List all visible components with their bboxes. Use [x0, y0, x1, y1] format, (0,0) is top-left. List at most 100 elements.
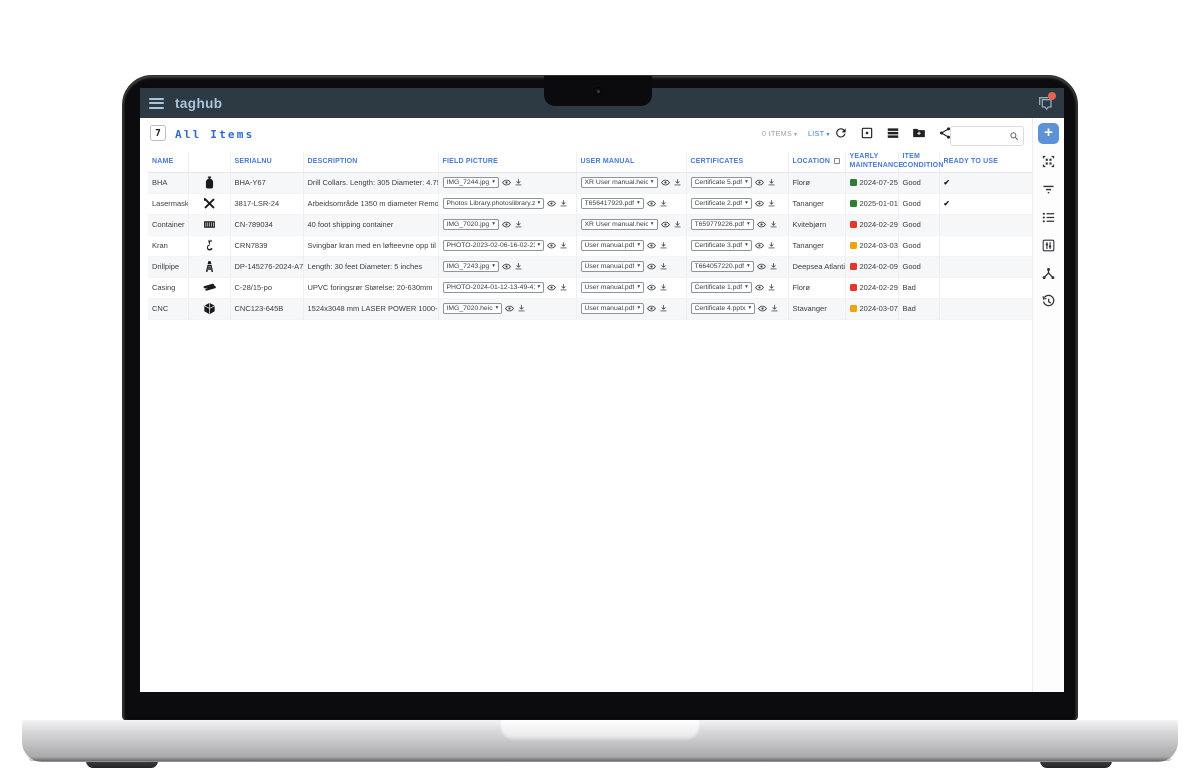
download-icon[interactable]	[514, 220, 523, 229]
certificate-dropdown[interactable]: T664057220.pdf ▾	[690, 261, 754, 272]
field-picture-dropdown[interactable]: PHOTO-2024-01-12-13-49-41.jpg▾	[442, 282, 545, 293]
download-icon[interactable]	[559, 199, 568, 208]
eye-icon[interactable]	[547, 199, 557, 208]
download-icon[interactable]	[559, 283, 568, 292]
refresh-icon[interactable]	[834, 126, 848, 140]
eye-icon[interactable]	[754, 283, 764, 292]
eye-icon[interactable]	[758, 304, 768, 313]
add-item-button[interactable]: +	[1038, 123, 1059, 144]
eye-icon[interactable]	[547, 241, 557, 250]
chevron-down-icon: ▾	[745, 199, 748, 206]
eye-icon[interactable]	[505, 304, 515, 313]
view-mode-dropdown[interactable]: LIST ▾	[808, 131, 830, 138]
field-picture-dropdown[interactable]: Photos Library.photoslibrary.zip ▾	[442, 198, 545, 209]
download-icon[interactable]	[659, 283, 668, 292]
download-icon[interactable]	[673, 220, 682, 229]
rows-icon[interactable]	[886, 126, 900, 140]
download-icon[interactable]	[769, 220, 778, 229]
certificate-dropdown[interactable]: T659779226.pdf ▾	[690, 219, 754, 230]
eye-icon[interactable]	[754, 241, 764, 250]
eye-icon[interactable]	[660, 178, 670, 187]
table-row[interactable]: Drillpipe DP-145276-2024-A78XLength: 30 f…	[148, 256, 1032, 278]
notifications-icon[interactable]	[1037, 92, 1056, 111]
eye-icon[interactable]	[502, 220, 511, 229]
hierarchy-icon[interactable]	[1041, 266, 1056, 281]
eye-icon[interactable]	[647, 262, 657, 271]
download-icon[interactable]	[767, 241, 776, 250]
hamburger-icon[interactable]	[149, 97, 164, 109]
column-header-location[interactable]: LOCATION	[788, 152, 846, 173]
user-manual-dropdown[interactable]: XR User manual.heic ▾	[580, 219, 658, 230]
user-manual-dropdown[interactable]: User manual.pdf ▾	[580, 282, 645, 293]
user-manual-dropdown[interactable]: User manual.pdf ▾	[580, 303, 645, 314]
download-icon[interactable]	[514, 262, 523, 271]
user-manual-dropdown[interactable]: User manual.pdf ▾	[580, 240, 645, 251]
column-header-icon[interactable]	[188, 152, 231, 173]
download-icon[interactable]	[514, 178, 523, 187]
column-header-field-picture[interactable]: FIELD PICTURE	[438, 152, 577, 173]
certificate-dropdown[interactable]: Certificate 4.pptx ▾	[690, 303, 756, 314]
certificate-dropdown[interactable]: Certificate 1.pdf ▾	[690, 282, 752, 293]
table-row[interactable]: Container CN-789034 40 foot shipping conta…	[148, 214, 1032, 236]
table-row[interactable]: BHA BHA-Y67 Drill Collars. Length: 305 Dia…	[148, 172, 1032, 194]
column-header-ready-to-use[interactable]: READY TO USE	[939, 152, 1032, 173]
eye-icon[interactable]	[502, 178, 511, 187]
user-manual-dropdown[interactable]: XR User manual.heic ▾	[580, 177, 658, 188]
folder-icon[interactable]	[912, 126, 926, 140]
field-picture-dropdown[interactable]: IMG_7020.jpg ▾	[442, 219, 499, 230]
field-picture-dropdown[interactable]: IMG_7243.jpg ▾	[442, 261, 499, 272]
list-icon[interactable]	[1041, 210, 1056, 225]
search-input[interactable]	[950, 126, 1024, 146]
eye-icon[interactable]	[647, 241, 657, 250]
tune-icon[interactable]	[1041, 238, 1056, 253]
download-icon[interactable]	[770, 304, 779, 313]
eye-icon[interactable]	[660, 220, 670, 229]
download-icon[interactable]	[517, 304, 526, 313]
items-count-dropdown[interactable]: 0 ITEMS ▾	[762, 131, 797, 138]
download-icon[interactable]	[673, 178, 682, 187]
table-row[interactable]: Kran CRN7839 Svingbar kran med en løfteevn…	[148, 235, 1032, 257]
column-header-certificates[interactable]: CERTIFICATES	[686, 152, 789, 173]
qr-scan-icon[interactable]	[1041, 154, 1056, 169]
download-icon[interactable]	[559, 241, 568, 250]
eye-icon[interactable]	[754, 199, 764, 208]
certificate-dropdown[interactable]: Certificate 2.pdf ▾	[690, 198, 752, 209]
download-icon[interactable]	[659, 304, 668, 313]
scan-icon[interactable]	[860, 126, 874, 140]
location-filter-checkbox[interactable]	[834, 157, 841, 164]
history-icon[interactable]	[1041, 294, 1056, 309]
column-header-name[interactable]: NAME	[148, 152, 189, 173]
eye-icon[interactable]	[754, 178, 764, 187]
download-icon[interactable]	[767, 283, 776, 292]
column-header-item-condition[interactable]: ITEM CONDITION	[898, 152, 943, 173]
eye-icon[interactable]	[547, 283, 557, 292]
table-row[interactable]: CNC CNC123-645B 1524x3048 mm LASER POWER 1…	[148, 298, 1032, 320]
download-icon[interactable]	[659, 241, 668, 250]
download-icon[interactable]	[769, 262, 778, 271]
eye-icon[interactable]	[647, 304, 657, 313]
user-manual-dropdown[interactable]: T656417929.pdf ▾	[580, 198, 644, 209]
field-picture-dropdown[interactable]: IMG_7244.jpg ▾	[442, 177, 499, 188]
column-header-description[interactable]: DESCRIPTION	[303, 152, 439, 173]
certificate-dropdown[interactable]: Certificate 3.pdf ▾	[690, 240, 752, 251]
column-header-serialnu[interactable]: SERIALNU	[230, 152, 304, 173]
table-row[interactable]: Casing C-28/15-po UPVC foringsrør Størelse…	[148, 277, 1032, 299]
field-picture-dropdown[interactable]: PHOTO-2023-02-06-16-02-23.jpg▾	[442, 240, 545, 251]
eye-icon[interactable]	[502, 262, 511, 271]
certificate-dropdown[interactable]: Certificate 5.pdf ▾	[690, 177, 752, 188]
eye-icon[interactable]	[646, 199, 656, 208]
eye-icon[interactable]	[756, 262, 766, 271]
download-icon[interactable]	[767, 199, 776, 208]
user-manual-dropdown[interactable]: User manual.pdf ▾	[580, 261, 645, 272]
share-icon[interactable]	[938, 126, 952, 140]
field-picture-dropdown[interactable]: IMG_7020.heic ▾	[442, 303, 503, 314]
column-header-user-manual[interactable]: USER MANUAL	[576, 152, 687, 173]
download-icon[interactable]	[659, 262, 668, 271]
filter-icon[interactable]	[1041, 182, 1056, 197]
column-header-yearly-maintenance[interactable]: YEARLY MAINTENANCE	[845, 152, 903, 173]
download-icon[interactable]	[767, 178, 776, 187]
eye-icon[interactable]	[647, 283, 657, 292]
eye-icon[interactable]	[756, 220, 766, 229]
download-icon[interactable]	[659, 199, 668, 208]
